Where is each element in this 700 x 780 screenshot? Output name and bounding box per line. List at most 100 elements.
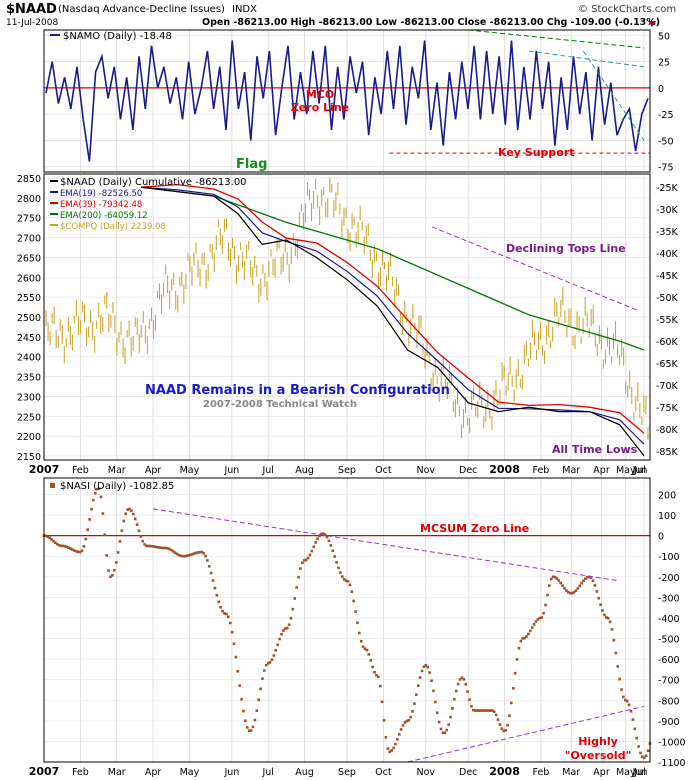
nasi-point <box>120 529 124 532</box>
nasi-point <box>150 545 154 548</box>
nasi-point <box>586 576 589 579</box>
nasi-point <box>595 590 599 593</box>
nasi-point <box>633 727 637 731</box>
nasi-point <box>211 579 215 582</box>
nasi-point <box>643 756 646 760</box>
nasi-point <box>156 545 160 549</box>
nasi-point <box>118 540 122 543</box>
nasi-point <box>578 584 582 588</box>
nasi-point <box>263 669 266 672</box>
nasi-point <box>511 686 515 690</box>
nasi-point <box>133 517 137 521</box>
right-y-tick-label: -65K <box>656 359 679 370</box>
nasi-point <box>627 703 631 707</box>
nasi-point <box>52 539 55 543</box>
nasi-legend: $NASI (Daily) -1082.85 <box>60 481 174 492</box>
nasi-point <box>152 545 156 548</box>
nasi-point <box>282 629 285 632</box>
namo-trendline <box>582 50 645 141</box>
nasi-point <box>111 573 114 577</box>
nasi-point <box>464 682 468 686</box>
nasi-point <box>333 555 336 558</box>
nasi-point <box>198 550 202 554</box>
headline: NAAD Remains in a Bearish Configuration <box>145 383 450 398</box>
nasi-point <box>477 709 481 712</box>
nasi-point <box>145 544 148 548</box>
nasi-point <box>344 579 348 583</box>
nasi-point <box>567 590 570 594</box>
right-y-tick-label: -30K <box>656 205 679 216</box>
x-tick-label: Sep <box>338 465 356 476</box>
nasi-point <box>460 676 464 679</box>
nasi-point <box>589 576 593 579</box>
nasi-point <box>603 613 606 617</box>
nasi-trendline <box>407 705 645 763</box>
nasi-point <box>135 523 139 526</box>
nasi-point <box>405 719 409 723</box>
nasi-point <box>259 687 262 691</box>
nasi-point <box>139 535 143 538</box>
nasi-point <box>434 700 437 704</box>
nasi-point <box>143 543 146 546</box>
left-y-tick-label: 2700 <box>17 234 41 245</box>
nasi-point <box>384 735 388 739</box>
nasi-point <box>209 571 213 575</box>
nasi-point <box>329 544 333 547</box>
nasi-point <box>158 546 162 549</box>
nasi-point <box>166 546 169 550</box>
nasi-point <box>168 547 171 551</box>
nasi-point <box>65 545 69 549</box>
oversold-label: Highly "Oversold" <box>565 735 632 762</box>
nasi-point <box>548 584 551 587</box>
nasi-point <box>390 749 393 752</box>
nasi-point <box>228 621 232 625</box>
right-y-tick-label: -35K <box>656 227 679 238</box>
nasi-point <box>375 673 378 677</box>
nasi-point <box>624 698 627 702</box>
nasi-point <box>46 535 50 538</box>
nasi-point <box>557 579 561 582</box>
nasi-point <box>141 539 145 543</box>
nasi-point <box>223 612 226 615</box>
nasi-point <box>622 695 625 699</box>
nasi-point <box>456 682 460 686</box>
x-tick-label: Feb <box>72 767 89 778</box>
nasi-point <box>415 693 418 697</box>
x-tick-label: Feb <box>72 465 89 476</box>
nasi-point <box>441 731 445 734</box>
nasi-point <box>80 549 84 553</box>
nasi-point <box>69 547 72 550</box>
y-tick-label: -900 <box>658 717 680 728</box>
x-tick-label: Aug <box>295 465 314 476</box>
nasi-point <box>538 616 542 620</box>
x-tick-label: 2008 <box>489 463 520 476</box>
right-y-tick-label: -50K <box>656 293 679 304</box>
nasi-point <box>230 630 234 634</box>
nasi-point <box>48 536 51 540</box>
nasi-point <box>500 727 504 730</box>
right-y-tick-label: -75K <box>656 403 679 414</box>
nasi-point <box>44 534 48 538</box>
mcsum-zero-label: MCSUM Zero Line <box>420 522 529 535</box>
x-tick-label: Apr <box>593 767 610 778</box>
all-time-lows-label: All Time Lows <box>552 443 638 456</box>
nasi-point <box>255 709 259 712</box>
x-tick-label: Jun <box>223 465 239 476</box>
y-tick-label: -100 <box>658 552 680 563</box>
y-tick-label: 50 <box>658 31 670 42</box>
x-tick-label: Mar <box>108 465 126 476</box>
namo-legend: $NAMO (Daily) -18.48 <box>63 31 172 42</box>
nasi-point <box>466 690 469 693</box>
x-tick-label: Mar <box>562 465 580 476</box>
nasi-point <box>620 688 623 691</box>
nasi-point <box>318 534 321 537</box>
nasi-point <box>171 550 175 553</box>
nasi-point <box>394 742 397 746</box>
symbol-description: (Nasdaq Advance-Decline Issues) <box>58 4 225 15</box>
nasi-point <box>635 736 639 740</box>
nasi-point <box>169 548 173 552</box>
nasi-point <box>380 700 384 704</box>
nasi-point <box>316 537 319 540</box>
left-y-tick-label: 2650 <box>17 253 41 264</box>
y-tick-label: -1000 <box>658 737 686 748</box>
